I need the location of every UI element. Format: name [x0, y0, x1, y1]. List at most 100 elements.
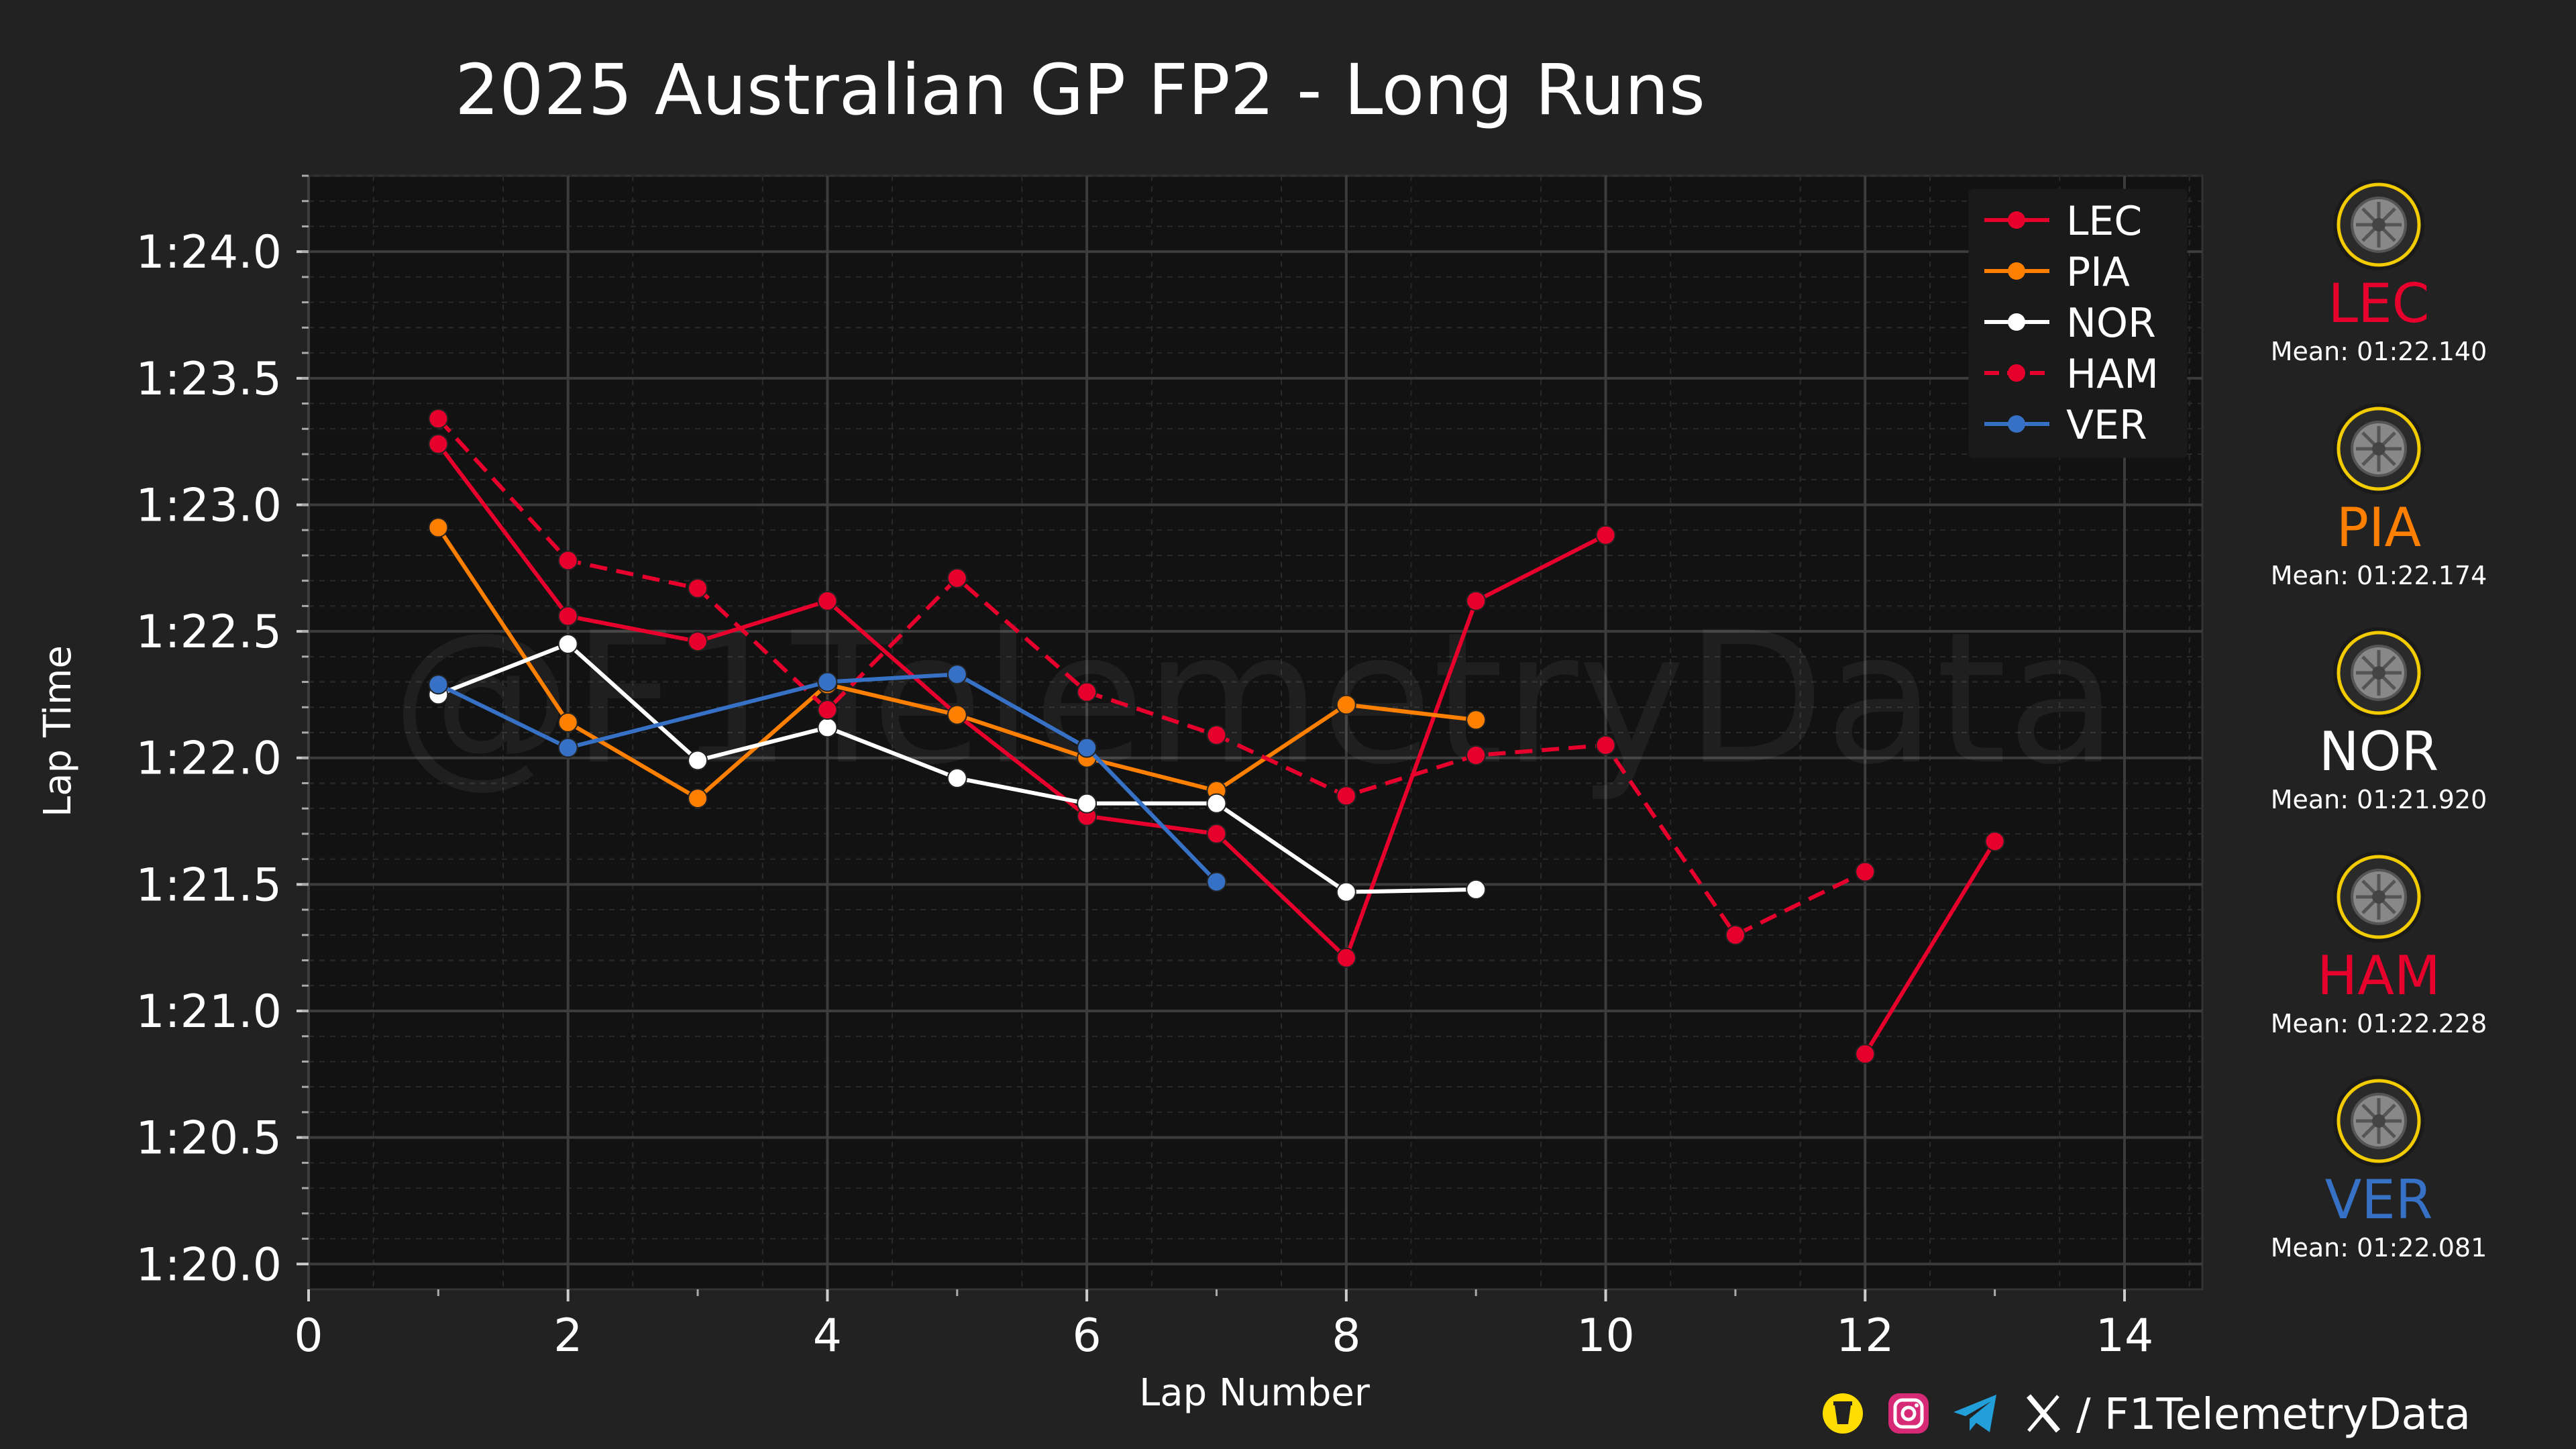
data-point-ham [1725, 924, 1746, 945]
tyre-hub [2372, 890, 2385, 904]
x-tick-label: 0 [294, 1309, 323, 1362]
data-point-pia [1466, 710, 1487, 731]
series-line-lec [1863, 840, 1997, 1055]
data-point-nor [1336, 881, 1356, 902]
x-tick-label: 10 [1576, 1309, 1635, 1362]
instagram-icon[interactable] [1888, 1393, 1929, 1434]
data-point-ham [947, 568, 967, 588]
data-point-ham [817, 700, 838, 720]
data-point-lec [1336, 947, 1356, 968]
x-tick-label: 6 [1073, 1309, 1102, 1362]
y-tick-label: 1:20.0 [136, 1238, 282, 1291]
data-point-lec [1595, 525, 1616, 545]
data-point-nor [947, 767, 967, 788]
data-point-pia [688, 788, 708, 809]
driver-mean: Mean: 01:21.920 [2271, 785, 2487, 814]
data-point-pia [1336, 694, 1356, 715]
driver-mean: Mean: 01:22.081 [2271, 1233, 2487, 1263]
data-point-ham [1077, 682, 1097, 702]
footer-handle: / F1TelemetryData [2076, 1390, 2471, 1440]
tyre-hub [2372, 218, 2385, 231]
legend-label-ver: VER [2066, 402, 2147, 449]
x-axis-label: Lap Number [1139, 1371, 1371, 1415]
data-point-lec [1206, 823, 1227, 844]
telegram-icon[interactable] [1953, 1395, 1996, 1432]
x-tick-label: 12 [1836, 1309, 1894, 1362]
legend-marker-ham [2008, 364, 2025, 382]
data-point-pia [428, 517, 449, 538]
series-nor [428, 633, 1487, 902]
series-line-lec [436, 443, 1607, 960]
data-point-nor [1206, 793, 1227, 814]
driver-mean: Mean: 01:22.174 [2271, 561, 2487, 590]
y-tick-label: 1:24.0 [136, 226, 282, 279]
x-tick-label: 8 [1332, 1309, 1360, 1362]
buymeacoffee-icon[interactable] [1823, 1393, 1863, 1434]
data-point-ham [1206, 724, 1227, 745]
footer: / F1TelemetryData [1823, 1390, 2471, 1440]
medium-tyre-icon [2333, 627, 2424, 718]
data-point-lec [688, 631, 708, 652]
series-line-ham [437, 417, 1866, 937]
x-tick-label: 2 [553, 1309, 582, 1362]
tyre-hub [2372, 1114, 2385, 1128]
y-tick-label: 1:21.5 [136, 859, 282, 912]
y-tick-label: 1:22.5 [136, 606, 282, 659]
driver-mean: Mean: 01:22.140 [2271, 337, 2487, 366]
x-tick-label: 4 [813, 1309, 842, 1362]
y-tick-label: 1:23.5 [136, 353, 282, 406]
data-point-lec [1466, 590, 1487, 611]
legend-label-pia: PIA [2066, 249, 2130, 296]
driver-code: PIA [2337, 496, 2422, 559]
data-point-lec [817, 590, 838, 611]
driver-code: HAM [2317, 945, 2440, 1007]
legend-label-nor: NOR [2066, 300, 2156, 347]
data-point-ver [428, 674, 449, 695]
data-point-nor [688, 750, 708, 771]
medium-tyre-icon [2333, 1075, 2424, 1167]
data-point-lec [1984, 831, 2005, 852]
data-point-ham [1855, 861, 1876, 882]
major-grid [307, 176, 2202, 1289]
medium-tyre-icon [2333, 403, 2424, 494]
series-ham [428, 409, 1876, 945]
series-ver [428, 664, 1227, 892]
legend-marker-nor [2008, 313, 2025, 331]
data-point-nor [1466, 879, 1487, 900]
driver-mean: Mean: 01:22.228 [2271, 1009, 2487, 1038]
data-point-ver [557, 737, 578, 758]
data-point-ham [688, 578, 708, 598]
series-lec [428, 433, 2005, 1065]
x-icon[interactable] [2026, 1394, 2061, 1433]
legend-marker-pia [2008, 262, 2025, 280]
watermark: @F1TelemetryData [391, 593, 2118, 804]
medium-tyre-icon [2333, 851, 2424, 943]
axes: 0 2 4 6 8 10 12 14 1:20.0 1:20.5 1:21.0 1:21.5 1:22.… [136, 174, 2153, 1362]
data-point-ver [817, 672, 838, 692]
data-point-ver [1077, 737, 1097, 758]
driver-code: LEC [2328, 272, 2430, 335]
data-point-pia [947, 704, 967, 725]
data-point-ham [1336, 786, 1356, 806]
data-point-nor [557, 633, 578, 654]
y-tick-label: 1:23.0 [136, 479, 282, 532]
data-point-ham [1466, 745, 1487, 765]
tyre-hub [2372, 666, 2385, 680]
medium-tyre-icon [2333, 179, 2424, 270]
legend-marker-ver [2008, 415, 2025, 433]
data-point-nor [1077, 793, 1097, 814]
legend-marker-lec [2008, 211, 2025, 229]
series-layer [428, 409, 2005, 1065]
data-point-lec [428, 433, 449, 454]
data-point-ham [428, 409, 449, 429]
series-line-ver [437, 672, 1218, 883]
data-point-ham [1595, 735, 1616, 755]
data-point-nor [817, 717, 838, 738]
y-tick-label: 1:21.0 [136, 985, 282, 1038]
